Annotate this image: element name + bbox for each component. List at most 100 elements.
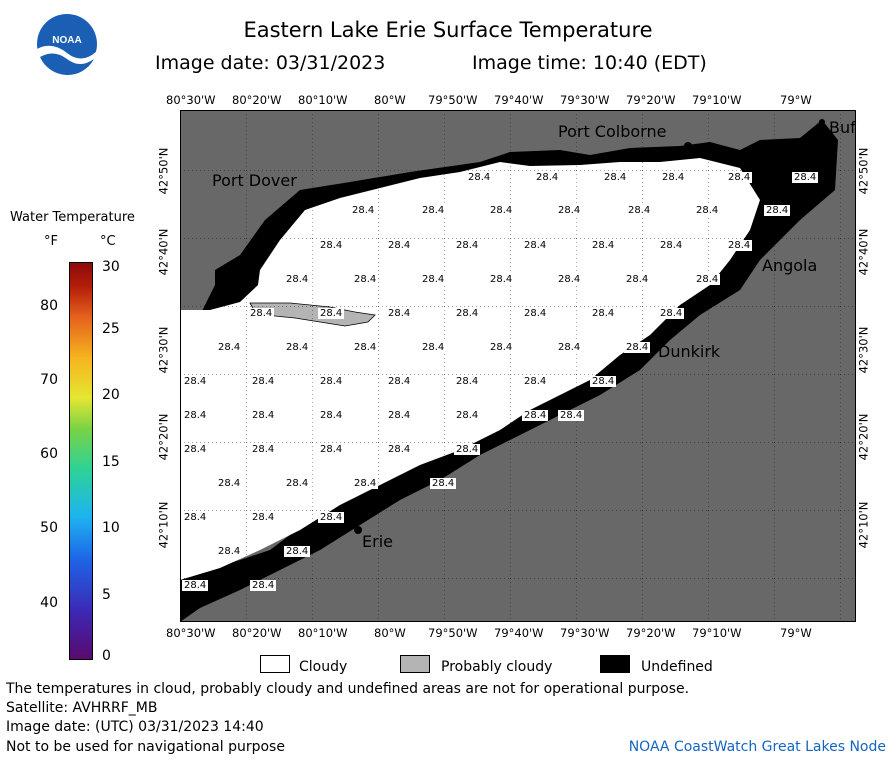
lon-label: 79°10'W: [692, 626, 742, 640]
lon-label: 79°50'W: [428, 626, 478, 640]
temperature-value: 28.4: [182, 512, 209, 523]
lat-label: 42°30'N: [856, 326, 871, 374]
temperature-value: 28.4: [694, 205, 721, 216]
temperature-value: 28.4: [454, 376, 481, 387]
legend-title: Water Temperature: [10, 210, 135, 225]
temperature-value: 28.4: [454, 240, 481, 251]
temperature-value: 28.4: [250, 376, 277, 387]
lon-label: 80°30'W: [166, 93, 216, 107]
key-probably-cloudy-label: Probably cloudy: [441, 659, 553, 675]
temperature-value: 28.4: [284, 342, 311, 353]
lon-label: 79°40'W: [494, 93, 544, 107]
key-cloudy-swatch: [260, 655, 290, 673]
lon-label: 80°10'W: [298, 626, 348, 640]
temperature-value: 28.4: [454, 308, 481, 319]
page-title: Eastern Lake Erie Surface Temperature: [243, 18, 653, 42]
credit-text: NOAA CoastWatch Great Lakes Node: [628, 739, 886, 755]
lon-label: 79°30'W: [560, 93, 610, 107]
temperature-value: 28.4: [590, 376, 617, 387]
temperature-value: 28.4: [488, 274, 515, 285]
lon-label: 79°W: [780, 626, 812, 640]
temperature-value: 28.4: [430, 478, 457, 489]
utc-date-text: Image date: (UTC) 03/31/2023 14:40: [6, 719, 264, 735]
temperature-value: 28.4: [658, 308, 685, 319]
unit-celsius: °C: [100, 234, 116, 249]
temperature-value: 28.4: [250, 410, 277, 421]
lat-label: 42°30'N: [156, 326, 171, 374]
place-erie: Erie: [362, 532, 393, 551]
key-undefined-label: Undefined: [641, 659, 713, 675]
lake-map: 28.4 28.4 28.4 28.4 28.4 28.4 28.4 28.4 28.4 28.4…: [180, 110, 856, 622]
temperature-value: 28.4: [352, 274, 379, 285]
temperature-value: 28.4: [216, 478, 243, 489]
lat-label: 42°20'N: [856, 413, 871, 461]
temperature-value: 28.4: [182, 444, 209, 455]
nav-warning-text: Not to be used for navigational purpose: [6, 739, 285, 755]
temperature-value: 28.4: [250, 580, 277, 591]
city-marker: [684, 142, 692, 150]
tick-c: 5: [102, 587, 111, 603]
image-date: Image date: 03/31/2023: [155, 52, 386, 74]
image-time: Image time: 10:40 (EDT): [472, 52, 707, 74]
temperature-value: 28.4: [250, 512, 277, 523]
temperature-value: 28.4: [386, 376, 413, 387]
lon-label: 79°20'W: [626, 93, 676, 107]
lat-label: 42°40'N: [856, 228, 871, 276]
place-port-dover: Port Dover: [212, 171, 297, 190]
temperature-value: 28.4: [182, 410, 209, 421]
tick-c: 30: [102, 259, 120, 275]
temperature-value: 28.4: [318, 512, 345, 523]
temperature-value: 28.4: [216, 546, 243, 557]
place-port-colborne: Port Colborne: [558, 122, 667, 141]
lon-label: 79°50'W: [428, 93, 478, 107]
temperature-value: 28.4: [556, 205, 583, 216]
temperature-value: 28.4: [386, 444, 413, 455]
temperature-value: 28.4: [248, 308, 275, 319]
temperature-value: 28.4: [558, 410, 585, 421]
logo-text: NOAA: [52, 35, 81, 46]
temperature-value: 28.4: [318, 444, 345, 455]
lat-label: 42°50'N: [156, 147, 171, 195]
noaa-logo-icon: NOAA: [36, 13, 98, 83]
tick-f: 40: [40, 595, 58, 611]
place-buffalo: Buf: [829, 118, 856, 137]
temperature-value: 28.4: [624, 342, 651, 353]
lon-label: 79°40'W: [494, 626, 544, 640]
tick-c: 20: [102, 387, 120, 403]
temperature-value: 28.4: [318, 376, 345, 387]
temperature-value: 28.4: [420, 205, 447, 216]
temperature-value: 28.4: [764, 205, 791, 216]
lon-label: 79°10'W: [692, 93, 742, 107]
temperature-value: 28.4: [420, 342, 447, 353]
temperature-value: 28.4: [658, 240, 685, 251]
temperature-value: 28.4: [454, 410, 481, 421]
temperature-value: 28.4: [250, 444, 277, 455]
temperature-value: 28.4: [590, 308, 617, 319]
temperature-value: 28.4: [420, 274, 447, 285]
temperature-value: 28.4: [590, 240, 617, 251]
satellite-text: Satellite: AVHRRF_MB: [6, 700, 158, 716]
lat-label: 42°10'N: [856, 501, 871, 549]
lat-label: 42°20'N: [156, 413, 171, 461]
disclaimer-text: The temperatures in cloud, probably clou…: [6, 681, 690, 697]
place-angola: Angola: [762, 256, 818, 275]
lat-label: 42°10'N: [156, 501, 171, 549]
temperature-value: 28.4: [488, 205, 515, 216]
graticule: [180, 110, 856, 622]
temperature-value: 28.4: [488, 342, 515, 353]
temperature-value: 28.4: [602, 172, 629, 183]
tick-c: 10: [102, 520, 120, 536]
lon-label: 79°20'W: [626, 626, 676, 640]
tick-f: 50: [40, 520, 58, 536]
tick-c: 0: [102, 648, 111, 664]
temperature-value: 28.4: [284, 274, 311, 285]
key-undefined-swatch: [600, 655, 630, 673]
lon-label: 80°W: [374, 626, 406, 640]
map-border: [180, 110, 856, 622]
temperature-value: 28.4: [216, 342, 243, 353]
key-probably-cloudy-swatch: [400, 655, 430, 673]
tick-c: 15: [102, 454, 120, 470]
key-cloudy-label: Cloudy: [299, 659, 348, 675]
temperature-value: 28.4: [534, 172, 561, 183]
temperature-value: 28.4: [386, 410, 413, 421]
